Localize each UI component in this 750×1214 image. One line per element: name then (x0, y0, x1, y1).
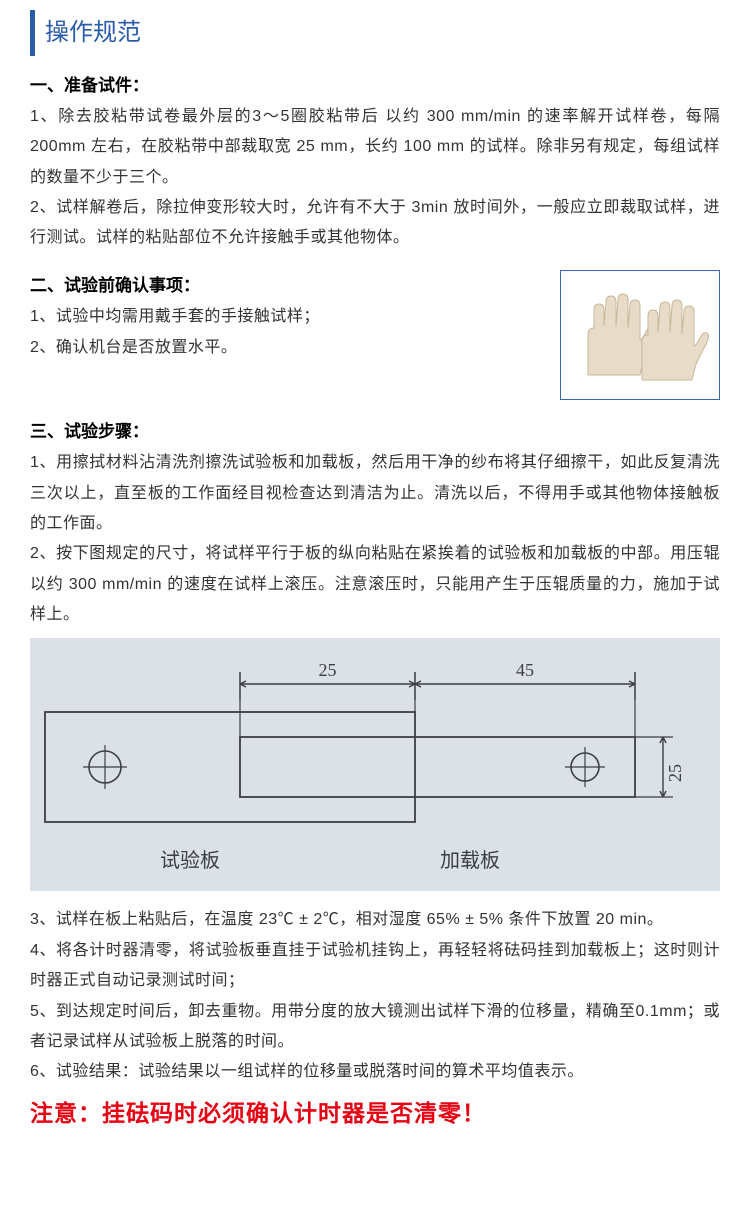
gloves-icon (570, 280, 710, 390)
spec-diagram: 25 45 25 试验板 加载板 (30, 638, 720, 891)
section2-head: 二、试验前确认事项： (30, 270, 540, 302)
section1-p2: 2、试样解卷后，除拉伸变形较大时，允许有不大于 3min 放时间外，一般应立即裁… (30, 193, 720, 254)
section2-p2: 2、确认机台是否放置水平。 (30, 333, 540, 363)
section3-p3: 3、试样在板上粘贴后，在温度 23℃ ± 2℃，相对湿度 65% ± 5% 条件… (30, 905, 720, 935)
section3-p4: 4、将各计时器清零，将试验板垂直挂于试验机挂钩上，再轻轻将砝码挂到加载板上；这时… (30, 936, 720, 997)
warning-text: 注意：挂砝码时必须确认计时器是否清零！ (30, 1092, 720, 1136)
svg-text:25: 25 (319, 660, 337, 680)
section3-head: 三、试验步骤： (30, 416, 720, 448)
spec-diagram-svg: 25 45 25 试验板 加载板 (40, 652, 700, 887)
section3-p1: 1、用擦拭材料沾清洗剂擦洗试验板和加载板，然后用干净的纱布将其仔细擦干，如此反复… (30, 448, 720, 539)
section1-p1: 1、除去胶粘带试卷最外层的3～5圈胶粘带后 以约 300 mm/min 的速率解… (30, 102, 720, 193)
svg-text:加载板: 加载板 (440, 849, 500, 872)
svg-text:25: 25 (665, 764, 685, 782)
section2-row: 二、试验前确认事项： 1、试验中均需用戴手套的手接触试样； 2、确认机台是否放置… (30, 264, 720, 400)
section3-p6: 6、试验结果：试验结果以一组试样的位移量或脱落时间的算术平均值表示。 (30, 1057, 720, 1087)
svg-text:试验板: 试验板 (160, 849, 220, 872)
page-title: 操作规范 (45, 10, 720, 56)
section1-head: 一、准备试件： (30, 70, 720, 102)
section3-p5: 5、到达规定时间后，卸去重物。用带分度的放大镜测出试样下滑的位移量，精确至0.1… (30, 997, 720, 1058)
gloves-image (560, 270, 720, 400)
section2-p1: 1、试验中均需用戴手套的手接触试样； (30, 302, 540, 332)
svg-text:45: 45 (516, 660, 534, 680)
section3-p2: 2、按下图规定的尺寸，将试样平行于板的纵向粘贴在紧挨着的试验板和加载板的中部。用… (30, 539, 720, 630)
page-title-bar: 操作规范 (30, 10, 720, 56)
